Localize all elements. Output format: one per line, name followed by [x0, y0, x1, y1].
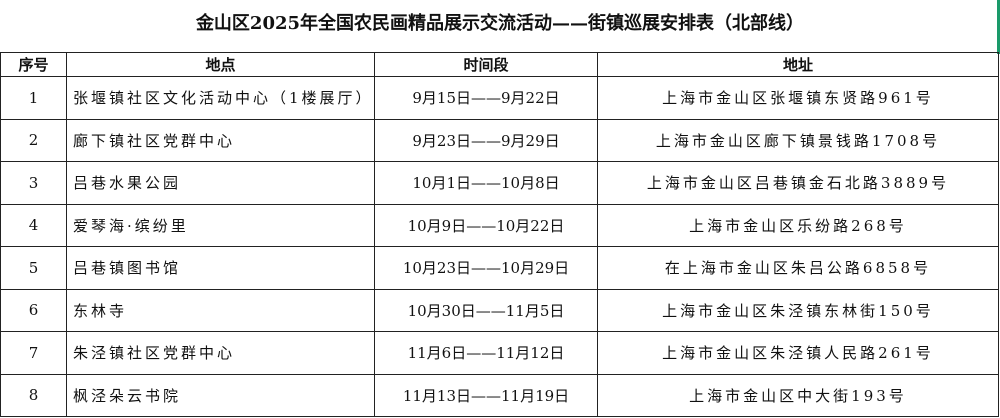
page-title: 金山区2025年全国农民画精品展示交流活动——街镇巡展安排表（北部线）	[195, 13, 805, 34]
window-edge-accent	[997, 0, 1000, 54]
header-address: 地址	[597, 52, 999, 77]
row-place: 吕巷水果公园	[66, 161, 375, 205]
row-period: 9月23日——9月29日	[374, 118, 598, 162]
row-place: 东林寺	[66, 288, 375, 332]
header-period: 时间段	[374, 52, 598, 77]
row-period: 10月23日——10月29日	[374, 246, 598, 290]
row-number: 6	[0, 288, 67, 332]
row-number: 1	[0, 76, 67, 120]
row-place: 廊下镇社区党群中心	[66, 118, 375, 162]
row-place: 张堰镇社区文化活动中心（1楼展厅）	[66, 76, 375, 120]
row-address: 上海市金山区吕巷镇金石北路3889号	[597, 161, 999, 205]
row-place: 爱琴海·缤纷里	[66, 203, 375, 247]
table-row: 6 东林寺 10月30日——11月5日 上海市金山区朱泾镇东林街150号	[0, 288, 999, 332]
row-number: 2	[0, 118, 67, 162]
row-place: 枫泾朵云书院	[66, 373, 375, 417]
row-address: 上海市金山区朱泾镇人民路261号	[597, 331, 999, 375]
row-period: 10月30日——11月5日	[374, 288, 598, 332]
row-number: 3	[0, 161, 67, 205]
table-row: 8 枫泾朵云书院 11月13日——11月19日 上海市金山区中大街193号	[0, 373, 999, 417]
row-address: 上海市金山区朱泾镇东林街150号	[597, 288, 999, 332]
row-address: 上海市金山区中大街193号	[597, 373, 999, 417]
table-row: 1 张堰镇社区文化活动中心（1楼展厅） 9月15日——9月22日 上海市金山区张堰镇东…	[0, 76, 999, 120]
header-row: 序号 地点 时间段 地址	[0, 52, 999, 77]
row-period: 10月1日——10月8日	[374, 161, 598, 205]
row-address: 上海市金山区廊下镇景钱路1708号	[597, 118, 999, 162]
row-number: 5	[0, 246, 67, 290]
row-number: 8	[0, 373, 67, 417]
header-place: 地点	[66, 52, 375, 77]
row-address: 上海市金山区乐纷路268号	[597, 203, 999, 247]
table-row: 7 朱泾镇社区党群中心 11月6日——11月12日 上海市金山区朱泾镇人民路261号	[0, 331, 999, 375]
schedule-table: 序号 地点 时间段 地址 1 张堰镇社区文化活动中心（1楼展厅） 9月15日——9月…	[0, 52, 999, 417]
table-row: 4 爱琴海·缤纷里 10月9日——10月22日 上海市金山区乐纷路268号	[0, 203, 999, 247]
row-period: 10月9日——10月22日	[374, 203, 598, 247]
table-row: 5 吕巷镇图书馆 10月23日——10月29日 在上海市金山区朱吕公路6858号	[0, 246, 999, 290]
row-address: 在上海市金山区朱吕公路6858号	[597, 246, 999, 290]
header-no: 序号	[0, 52, 67, 77]
row-place: 吕巷镇图书馆	[66, 246, 375, 290]
row-period: 11月13日——11月19日	[374, 373, 598, 417]
row-number: 4	[0, 203, 67, 247]
row-address: 上海市金山区张堰镇东贤路961号	[597, 76, 999, 120]
table-row: 3 吕巷水果公园 10月1日——10月8日 上海市金山区吕巷镇金石北路3889号	[0, 161, 999, 205]
row-period: 11月6日——11月12日	[374, 331, 598, 375]
row-place: 朱泾镇社区党群中心	[66, 331, 375, 375]
row-period: 9月15日——9月22日	[374, 76, 598, 120]
table-row: 2 廊下镇社区党群中心 9月23日——9月29日 上海市金山区廊下镇景钱路1708号	[0, 118, 999, 162]
row-number: 7	[0, 331, 67, 375]
